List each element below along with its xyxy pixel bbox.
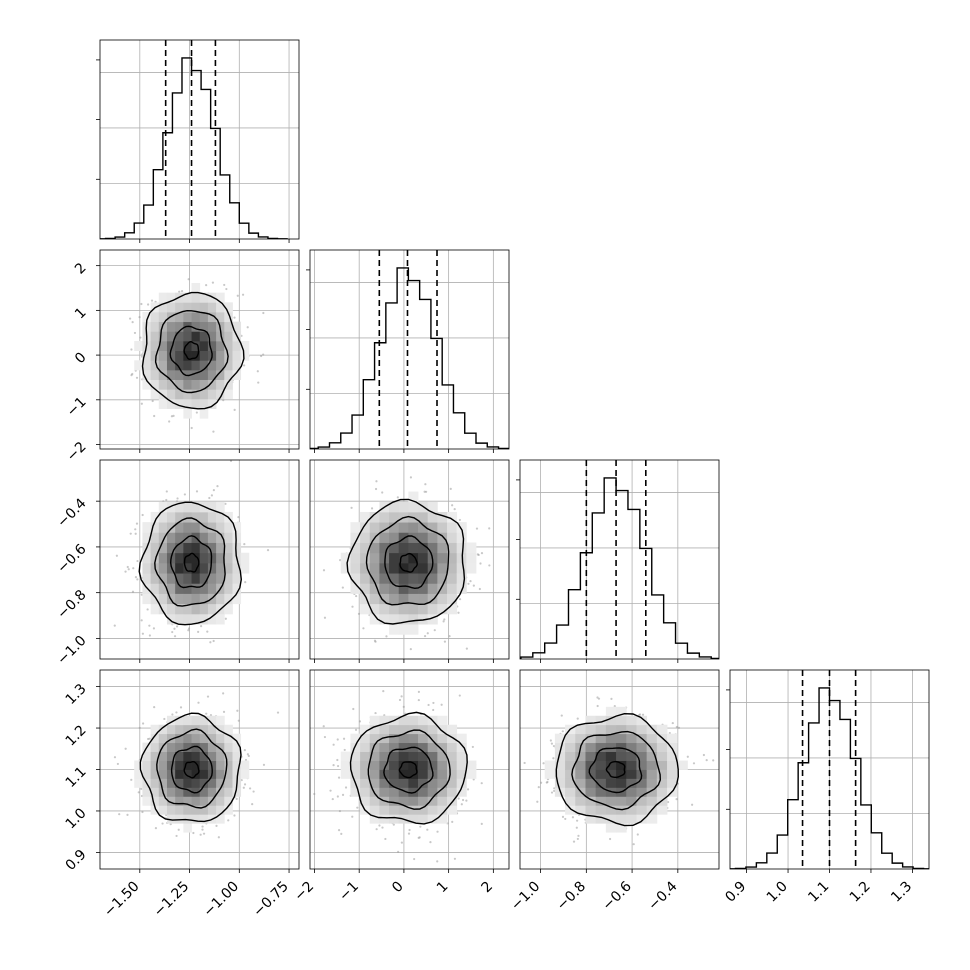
contour-level: [154, 517, 226, 607]
panel-3-0: 0.9 1.0 1.1 1.2 1.3 −1.50 −1.25 −1.00 −0.75: [63, 669, 300, 921]
y-tick-label: 2: [72, 260, 90, 278]
x-tick-label: −1.0: [508, 879, 543, 914]
density-cells: [340, 715, 477, 824]
contour-level: [398, 761, 418, 779]
contour-level: [183, 552, 200, 573]
x-tick-label: 1.2: [847, 879, 874, 906]
x-tick-label: 1.0: [764, 879, 791, 906]
density-cells: [340, 491, 477, 635]
contour-level: [365, 515, 450, 606]
y-tick-label: 0.9: [63, 847, 90, 874]
contour-level: [571, 730, 662, 811]
x-tick-label: 1.3: [888, 879, 915, 906]
axes-frame: [519, 669, 720, 870]
density-cells: [134, 715, 250, 833]
y-tick-label: 1.2: [63, 722, 90, 749]
y-tick-label: −2: [64, 439, 90, 465]
y-tick-label: 1.1: [63, 764, 90, 791]
x-tick-label: −0.8: [554, 879, 589, 914]
contour-level: [183, 761, 200, 779]
y-tick-label: −0.8: [54, 587, 89, 622]
axes-frame: [519, 459, 720, 660]
x-tick-label: −0.6: [600, 878, 635, 913]
hist-panel-2: [516, 459, 720, 663]
density-cells: [134, 283, 250, 419]
panel-1-0: −2 −1 0 1 2: [64, 249, 300, 465]
contour-level: [138, 501, 243, 626]
x-tick-label: −1.00: [200, 879, 242, 921]
axes-frame: [99, 39, 300, 240]
y-tick-label: 1.3: [63, 681, 90, 708]
contour-level: [605, 760, 626, 778]
x-tick-label: −2: [291, 879, 317, 905]
x-tick-label: −1.50: [101, 879, 143, 921]
contour-level: [588, 747, 643, 794]
axes-frame: [309, 249, 510, 450]
x-tick-label: 0.9: [722, 879, 749, 906]
y-tick-label: −1: [64, 394, 90, 420]
y-tick-label: −0.4: [54, 495, 89, 530]
y-tick-label: −1.0: [54, 633, 89, 668]
axes-frame: [309, 459, 510, 660]
contour-level: [346, 498, 466, 625]
axes-frame: [99, 669, 300, 870]
hist-panel-0: [96, 39, 300, 243]
contour-level: [383, 746, 434, 794]
hist-panel-3: 0.9 1.0 1.1 1.2 1.3: [722, 669, 930, 906]
panel-3-2: −1.0 −0.8 −0.6 −0.4: [508, 669, 720, 914]
hist-panel-1: [306, 249, 510, 453]
x-tick-label: 0: [389, 879, 407, 897]
panel-3-1: −2 −1 0 1 2: [291, 669, 510, 905]
contour-level: [141, 291, 245, 410]
x-tick-label: 2: [479, 879, 497, 897]
x-tick-label: −0.4: [645, 878, 680, 913]
y-tick-label: −0.6: [54, 541, 89, 576]
contour-level: [384, 535, 434, 590]
contour-level: [169, 325, 213, 377]
contour-level: [169, 535, 213, 589]
y-tick-label: 0: [72, 349, 90, 367]
contour-level: [555, 712, 680, 827]
x-tick-label: 1.1: [805, 879, 832, 906]
contour-level: [367, 729, 451, 810]
x-tick-label: −1: [336, 879, 362, 905]
contour-level: [399, 552, 418, 573]
panel-2-0: −1.0 −0.8 −0.6 −0.4: [54, 459, 300, 668]
axes-frame: [309, 669, 510, 870]
histogram-step: [310, 267, 509, 449]
contour-level: [183, 340, 200, 361]
axes-frame: [99, 249, 300, 450]
panel-2-1: [309, 459, 510, 663]
contour-level: [154, 309, 229, 394]
x-tick-label: 1: [434, 879, 452, 897]
density-cells: [544, 706, 688, 833]
y-tick-label: 1: [72, 305, 90, 323]
x-tick-label: −0.75: [250, 879, 292, 921]
contour-level: [349, 711, 468, 825]
contour-level: [139, 712, 242, 823]
contour-level: [156, 728, 228, 809]
contour-level: [170, 745, 213, 794]
axes-frame: [99, 459, 300, 660]
y-tick-label: 1.0: [63, 805, 90, 832]
x-tick-label: −1.25: [151, 879, 193, 921]
